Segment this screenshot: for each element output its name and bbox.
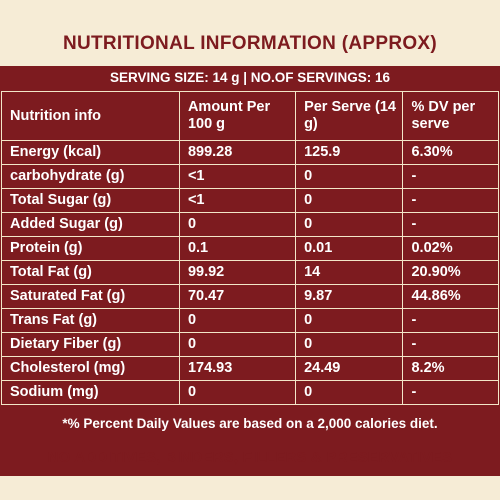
dv-per-serve: - [402,188,499,213]
nutrient-name: carbohydrate (g) [1,164,180,189]
amount-per-100g: 0 [178,380,297,405]
nutrient-name: Energy (kcal) [1,140,180,165]
dv-per-serve: 0.02% [402,236,499,261]
table-row: Added Sugar (g) 0 0 - [1,212,499,237]
per-serve: 0 [295,188,404,213]
dv-per-serve: - [402,212,499,237]
amount-per-100g: 0 [178,212,297,237]
per-serve: 125.9 [295,140,404,165]
amount-per-100g: 0 [178,308,297,333]
table-row: Total Fat (g) 99.92 14 20.90% [1,260,499,285]
amount-per-100g: 0 [178,332,297,357]
per-serve: 0 [295,380,404,405]
per-serve: 0 [295,164,404,189]
header-per-serve: Per Serve (14 g) [295,91,404,141]
nutrient-name: Sodium (mg) [1,380,180,405]
nutrient-name: Saturated Fat (g) [1,284,180,309]
nutrient-name: Total Sugar (g) [1,188,180,213]
page-title: NUTRITIONAL INFORMATION (APPROX) [62,33,438,54]
table-row: Total Sugar (g) <1 0 - [1,188,499,213]
nutrient-name: Cholesterol (mg) [1,356,180,381]
nutrition-panel: SERVING SIZE: 14 g | NO.OF SERVINGS: 16 … [0,66,500,476]
no-additives-banner: NO ADDITIVES, BINDERS, FILLERS & PRESERV… [47,449,453,466]
dv-per-serve: - [402,308,499,333]
dv-per-serve: - [402,164,499,189]
header-dv-per-serve: % DV per serve [402,91,499,141]
table-row: Sodium (mg) 0 0 - [1,380,499,405]
dv-per-serve: - [402,380,499,405]
table-header-row: Nutrition info Amount Per 100 g Per Serv… [1,91,499,141]
amount-per-100g: 70.47 [178,284,297,309]
nutrient-name: Total Fat (g) [1,260,180,285]
per-serve: 0 [295,332,404,357]
header-nutrition-info: Nutrition info [1,91,180,141]
per-serve: 24.49 [295,356,404,381]
dv-per-serve: 20.90% [402,260,499,285]
nutrition-table: Nutrition info Amount Per 100 g Per Serv… [1,91,499,405]
table-row: Trans Fat (g) 0 0 - [1,308,499,333]
per-serve: 0 [295,212,404,237]
table-row: Cholesterol (mg) 174.93 24.49 8.2% [1,356,499,381]
amount-per-100g: <1 [178,164,297,189]
per-serve: 0 [295,308,404,333]
serving-info: SERVING SIZE: 14 g | NO.OF SERVINGS: 16 [109,70,391,85]
amount-per-100g: 899.28 [178,140,297,165]
table-row: Protein (g) 0.1 0.01 0.02% [1,236,499,261]
per-serve: 14 [295,260,404,285]
per-serve: 0.01 [295,236,404,261]
table-row: Saturated Fat (g) 70.47 9.87 44.86% [1,284,499,309]
nutrient-name: Added Sugar (g) [1,212,180,237]
dv-per-serve: 6.30% [402,140,499,165]
table-row: Energy (kcal) 899.28 125.9 6.30% [1,140,499,165]
table-row: Dietary Fiber (g) 0 0 - [1,332,499,357]
table-row: carbohydrate (g) <1 0 - [1,164,499,189]
nutrient-name: Trans Fat (g) [1,308,180,333]
daily-value-footnote: *% Percent Daily Values are based on a 2… [62,416,438,431]
amount-per-100g: <1 [178,188,297,213]
dv-per-serve: 8.2% [402,356,499,381]
header-amount-per-100g: Amount Per 100 g [178,91,297,141]
amount-per-100g: 174.93 [178,356,297,381]
amount-per-100g: 99.92 [178,260,297,285]
dv-per-serve: - [402,332,499,357]
per-serve: 9.87 [295,284,404,309]
nutrient-name: Protein (g) [1,236,180,261]
dv-per-serve: 44.86% [402,284,499,309]
amount-per-100g: 0.1 [178,236,297,261]
nutrient-name: Dietary Fiber (g) [1,332,180,357]
